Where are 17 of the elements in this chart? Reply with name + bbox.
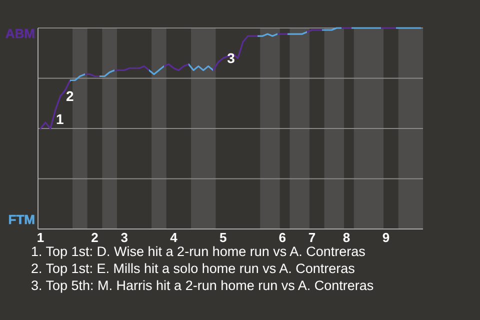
x-tick-label: 4 bbox=[170, 230, 178, 245]
text: 2. Top 1st: E. Mills hit a solo home run vs A. Contreras bbox=[31, 261, 356, 276]
text: ABM bbox=[5, 26, 35, 41]
x-tick-label: 6 bbox=[278, 230, 286, 245]
annotation: 3 bbox=[227, 50, 236, 66]
x-tick-label: 8 bbox=[342, 230, 350, 245]
x-tick-label: 5 bbox=[219, 230, 227, 245]
text: 3. Top 5th: M. Harris hit a 2-run home run vs A. Contreras bbox=[31, 278, 374, 293]
x-tick-label: 7 bbox=[308, 230, 316, 245]
x-tick-label: 2 bbox=[91, 230, 98, 245]
annotation: 2 bbox=[66, 88, 74, 104]
x-tick-label: 1 bbox=[36, 230, 44, 245]
x-tick-label: 3 bbox=[120, 230, 128, 245]
text: FTM bbox=[8, 212, 35, 227]
annotation: 1 bbox=[56, 111, 64, 127]
x-tick-label: 9 bbox=[382, 230, 390, 245]
text: 1. Top 1st: D. Wise hit a 2-run home run vs A. Contreras bbox=[31, 244, 366, 259]
